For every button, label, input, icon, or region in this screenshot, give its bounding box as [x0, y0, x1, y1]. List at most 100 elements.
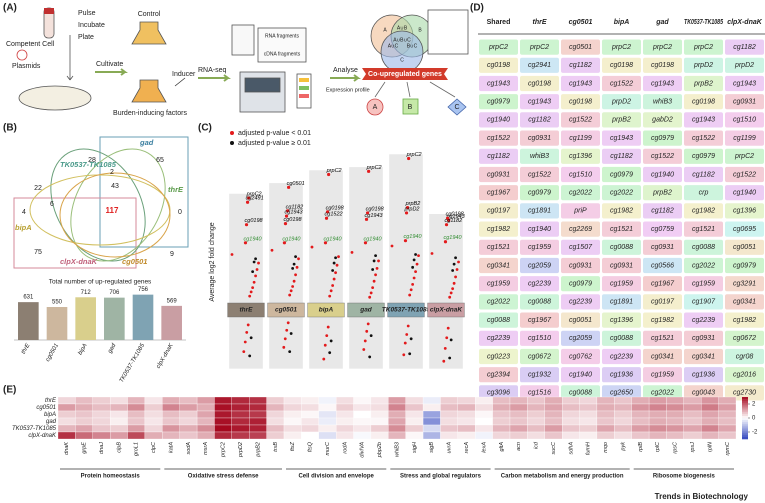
- cell-bg: [602, 75, 641, 92]
- point: [412, 258, 416, 262]
- heat-cell: [92, 431, 111, 440]
- table-cell: prpB2: [693, 80, 713, 87]
- table-cell: cg1521: [692, 226, 715, 233]
- cell-bg: [561, 367, 600, 383]
- heat-cell: [648, 410, 667, 419]
- heat-cell: [301, 403, 319, 412]
- heat-cell: [527, 431, 545, 440]
- gene-label: prpB2: [255, 442, 261, 458]
- text: Expression profile: [326, 87, 370, 93]
- table-cell: cg0341: [651, 353, 674, 360]
- point: [442, 359, 446, 363]
- cell-bg: [520, 185, 559, 201]
- heat-cell: [110, 396, 128, 405]
- group-label: clpX-dnaK: [430, 307, 463, 314]
- table-cell: cg0979: [610, 171, 633, 178]
- venn-count: 0: [178, 209, 182, 216]
- heat-cell: [405, 403, 424, 412]
- table-cell: cg1943: [692, 117, 715, 124]
- gene-label: pbp2b: [377, 442, 383, 458]
- table-cell: cg1982: [733, 317, 756, 324]
- heat-cell: [336, 424, 354, 433]
- gene-label: pyk: [620, 442, 626, 452]
- heat-cell: [57, 417, 76, 426]
- heat-cell: [579, 424, 598, 433]
- point: [288, 293, 292, 297]
- cell-bg: [684, 330, 723, 346]
- table-cell: cg3096: [487, 390, 510, 397]
- cell-bg: [479, 348, 518, 365]
- heat-cell: [144, 424, 163, 433]
- table-cell: cg1182: [692, 171, 715, 178]
- heat-cell: [353, 410, 372, 419]
- colorbar-step: [742, 436, 748, 440]
- table-cell: cg0341: [487, 262, 510, 269]
- heat-cell: [631, 431, 650, 440]
- cell-bg: [561, 166, 600, 183]
- colorbar-label: -2: [752, 430, 758, 436]
- point: [408, 352, 412, 356]
- table-cell: cg1943: [733, 80, 756, 87]
- point: [362, 348, 366, 351]
- table-cell: cg2022: [610, 190, 633, 197]
- table-cell: cg1510: [528, 335, 551, 342]
- table-cell: prpD2: [693, 62, 713, 69]
- heat-cell: [683, 424, 702, 433]
- point: [322, 357, 326, 361]
- text: RNA fragments: [265, 33, 299, 39]
- table-cell: prpC2: [652, 44, 672, 51]
- point: [332, 277, 336, 281]
- table-header: gad: [655, 19, 669, 26]
- point: [326, 325, 330, 329]
- heat-cell: [666, 403, 684, 412]
- text: RNA-seq: [198, 67, 227, 74]
- point-label: prpB2: [405, 201, 421, 207]
- table-cell: cg2730: [733, 390, 756, 397]
- point-label: prpC2: [326, 168, 342, 174]
- heat-cell: [596, 403, 615, 412]
- table-cell: cg1396: [569, 153, 592, 160]
- venn-count: 43: [111, 183, 119, 190]
- table-cell: cg0088: [487, 317, 510, 324]
- bar: [75, 297, 96, 340]
- labeled-point: [282, 241, 287, 245]
- heat-cell: [562, 424, 580, 433]
- heat-cell: [266, 396, 285, 405]
- heat-cell: [701, 431, 719, 440]
- colorbar-step: [742, 434, 748, 438]
- cell-bg: [520, 130, 559, 146]
- gene-label: groL1: [134, 442, 140, 456]
- legend-label: adjusted p-value ≥ 0.01: [238, 140, 311, 147]
- heat-cell: [475, 424, 493, 433]
- workflow-art: [16, 7, 469, 116]
- point: [452, 281, 456, 285]
- point-label: cg1943: [365, 213, 384, 219]
- cell-bg: [643, 294, 682, 310]
- row-label: gad: [46, 419, 57, 425]
- cell-bg: [725, 130, 764, 146]
- cell-bg: [643, 112, 682, 128]
- cell-bg: [725, 185, 764, 201]
- heat-cell: [162, 417, 180, 426]
- point: [446, 326, 450, 330]
- heat-cell: [683, 417, 702, 426]
- text: Cultivate: [96, 61, 123, 68]
- labeled-point: [364, 217, 369, 221]
- heat-cell: [283, 431, 302, 440]
- cell-bg: [520, 148, 559, 164]
- heat-cell: [683, 396, 702, 405]
- heat-cell: [527, 403, 545, 412]
- row-label: TK0537-TK1085: [12, 426, 57, 432]
- table-cell: cg1199: [569, 135, 592, 142]
- table-cell: cg1940: [487, 117, 510, 124]
- cell-bg: [643, 57, 682, 73]
- bar: [104, 297, 125, 340]
- cell-bg: [479, 185, 518, 201]
- table-cell: cg1967: [528, 317, 552, 324]
- point-label: cg0198: [283, 217, 302, 223]
- heat-cell: [336, 417, 354, 426]
- point: [289, 289, 293, 293]
- table-cell: cg2022: [569, 190, 592, 197]
- table-cell: cg0566: [651, 262, 674, 269]
- point: [292, 262, 296, 266]
